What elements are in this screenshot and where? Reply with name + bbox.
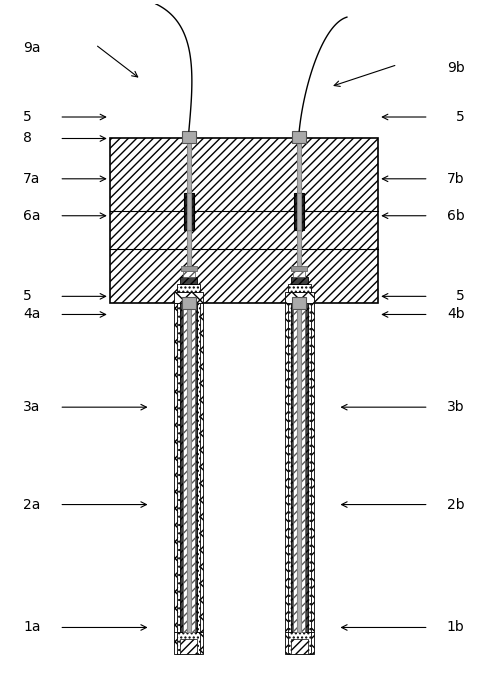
- Bar: [177, 632, 201, 653]
- Text: 6a: 6a: [23, 209, 41, 223]
- Bar: [292, 131, 306, 143]
- Bar: [297, 303, 301, 632]
- Bar: [183, 192, 194, 230]
- Text: 2a: 2a: [23, 498, 41, 511]
- Text: 1a: 1a: [23, 620, 41, 634]
- Bar: [187, 139, 191, 303]
- Bar: [181, 266, 197, 271]
- Bar: [187, 192, 191, 230]
- Text: 5: 5: [23, 290, 32, 303]
- Text: 5: 5: [456, 290, 465, 303]
- Bar: [291, 266, 307, 271]
- Text: 7b: 7b: [447, 172, 465, 186]
- Bar: [287, 284, 311, 292]
- Bar: [287, 632, 311, 653]
- Text: 7a: 7a: [23, 172, 41, 186]
- Bar: [290, 277, 308, 284]
- Bar: [174, 303, 203, 632]
- Bar: [110, 139, 378, 303]
- Bar: [174, 292, 203, 303]
- Text: 2b: 2b: [447, 498, 465, 511]
- Text: 9a: 9a: [23, 41, 41, 55]
- Bar: [174, 632, 203, 653]
- Bar: [293, 271, 305, 277]
- Bar: [182, 131, 196, 143]
- Bar: [182, 297, 196, 309]
- Text: 3a: 3a: [23, 400, 41, 414]
- Bar: [292, 297, 306, 309]
- Bar: [180, 277, 198, 284]
- Text: 3b: 3b: [447, 400, 465, 414]
- Text: 4a: 4a: [23, 307, 41, 322]
- Text: 6b: 6b: [447, 209, 465, 223]
- Bar: [177, 303, 201, 632]
- Bar: [285, 303, 314, 632]
- Bar: [180, 639, 198, 653]
- Bar: [180, 303, 198, 632]
- Bar: [183, 303, 195, 632]
- Text: 5: 5: [23, 110, 32, 124]
- Bar: [293, 303, 305, 632]
- Bar: [287, 303, 311, 632]
- Bar: [177, 284, 201, 292]
- Bar: [297, 139, 301, 303]
- Text: 9b: 9b: [447, 61, 465, 75]
- Bar: [297, 192, 301, 230]
- Bar: [290, 639, 308, 653]
- Text: 4b: 4b: [447, 307, 465, 322]
- Text: 8: 8: [23, 131, 32, 146]
- Bar: [285, 292, 314, 303]
- Text: 1b: 1b: [447, 620, 465, 634]
- Bar: [285, 632, 314, 653]
- Bar: [290, 303, 308, 632]
- Text: 5: 5: [456, 110, 465, 124]
- Bar: [183, 271, 195, 277]
- Bar: [294, 192, 305, 230]
- Bar: [187, 303, 191, 632]
